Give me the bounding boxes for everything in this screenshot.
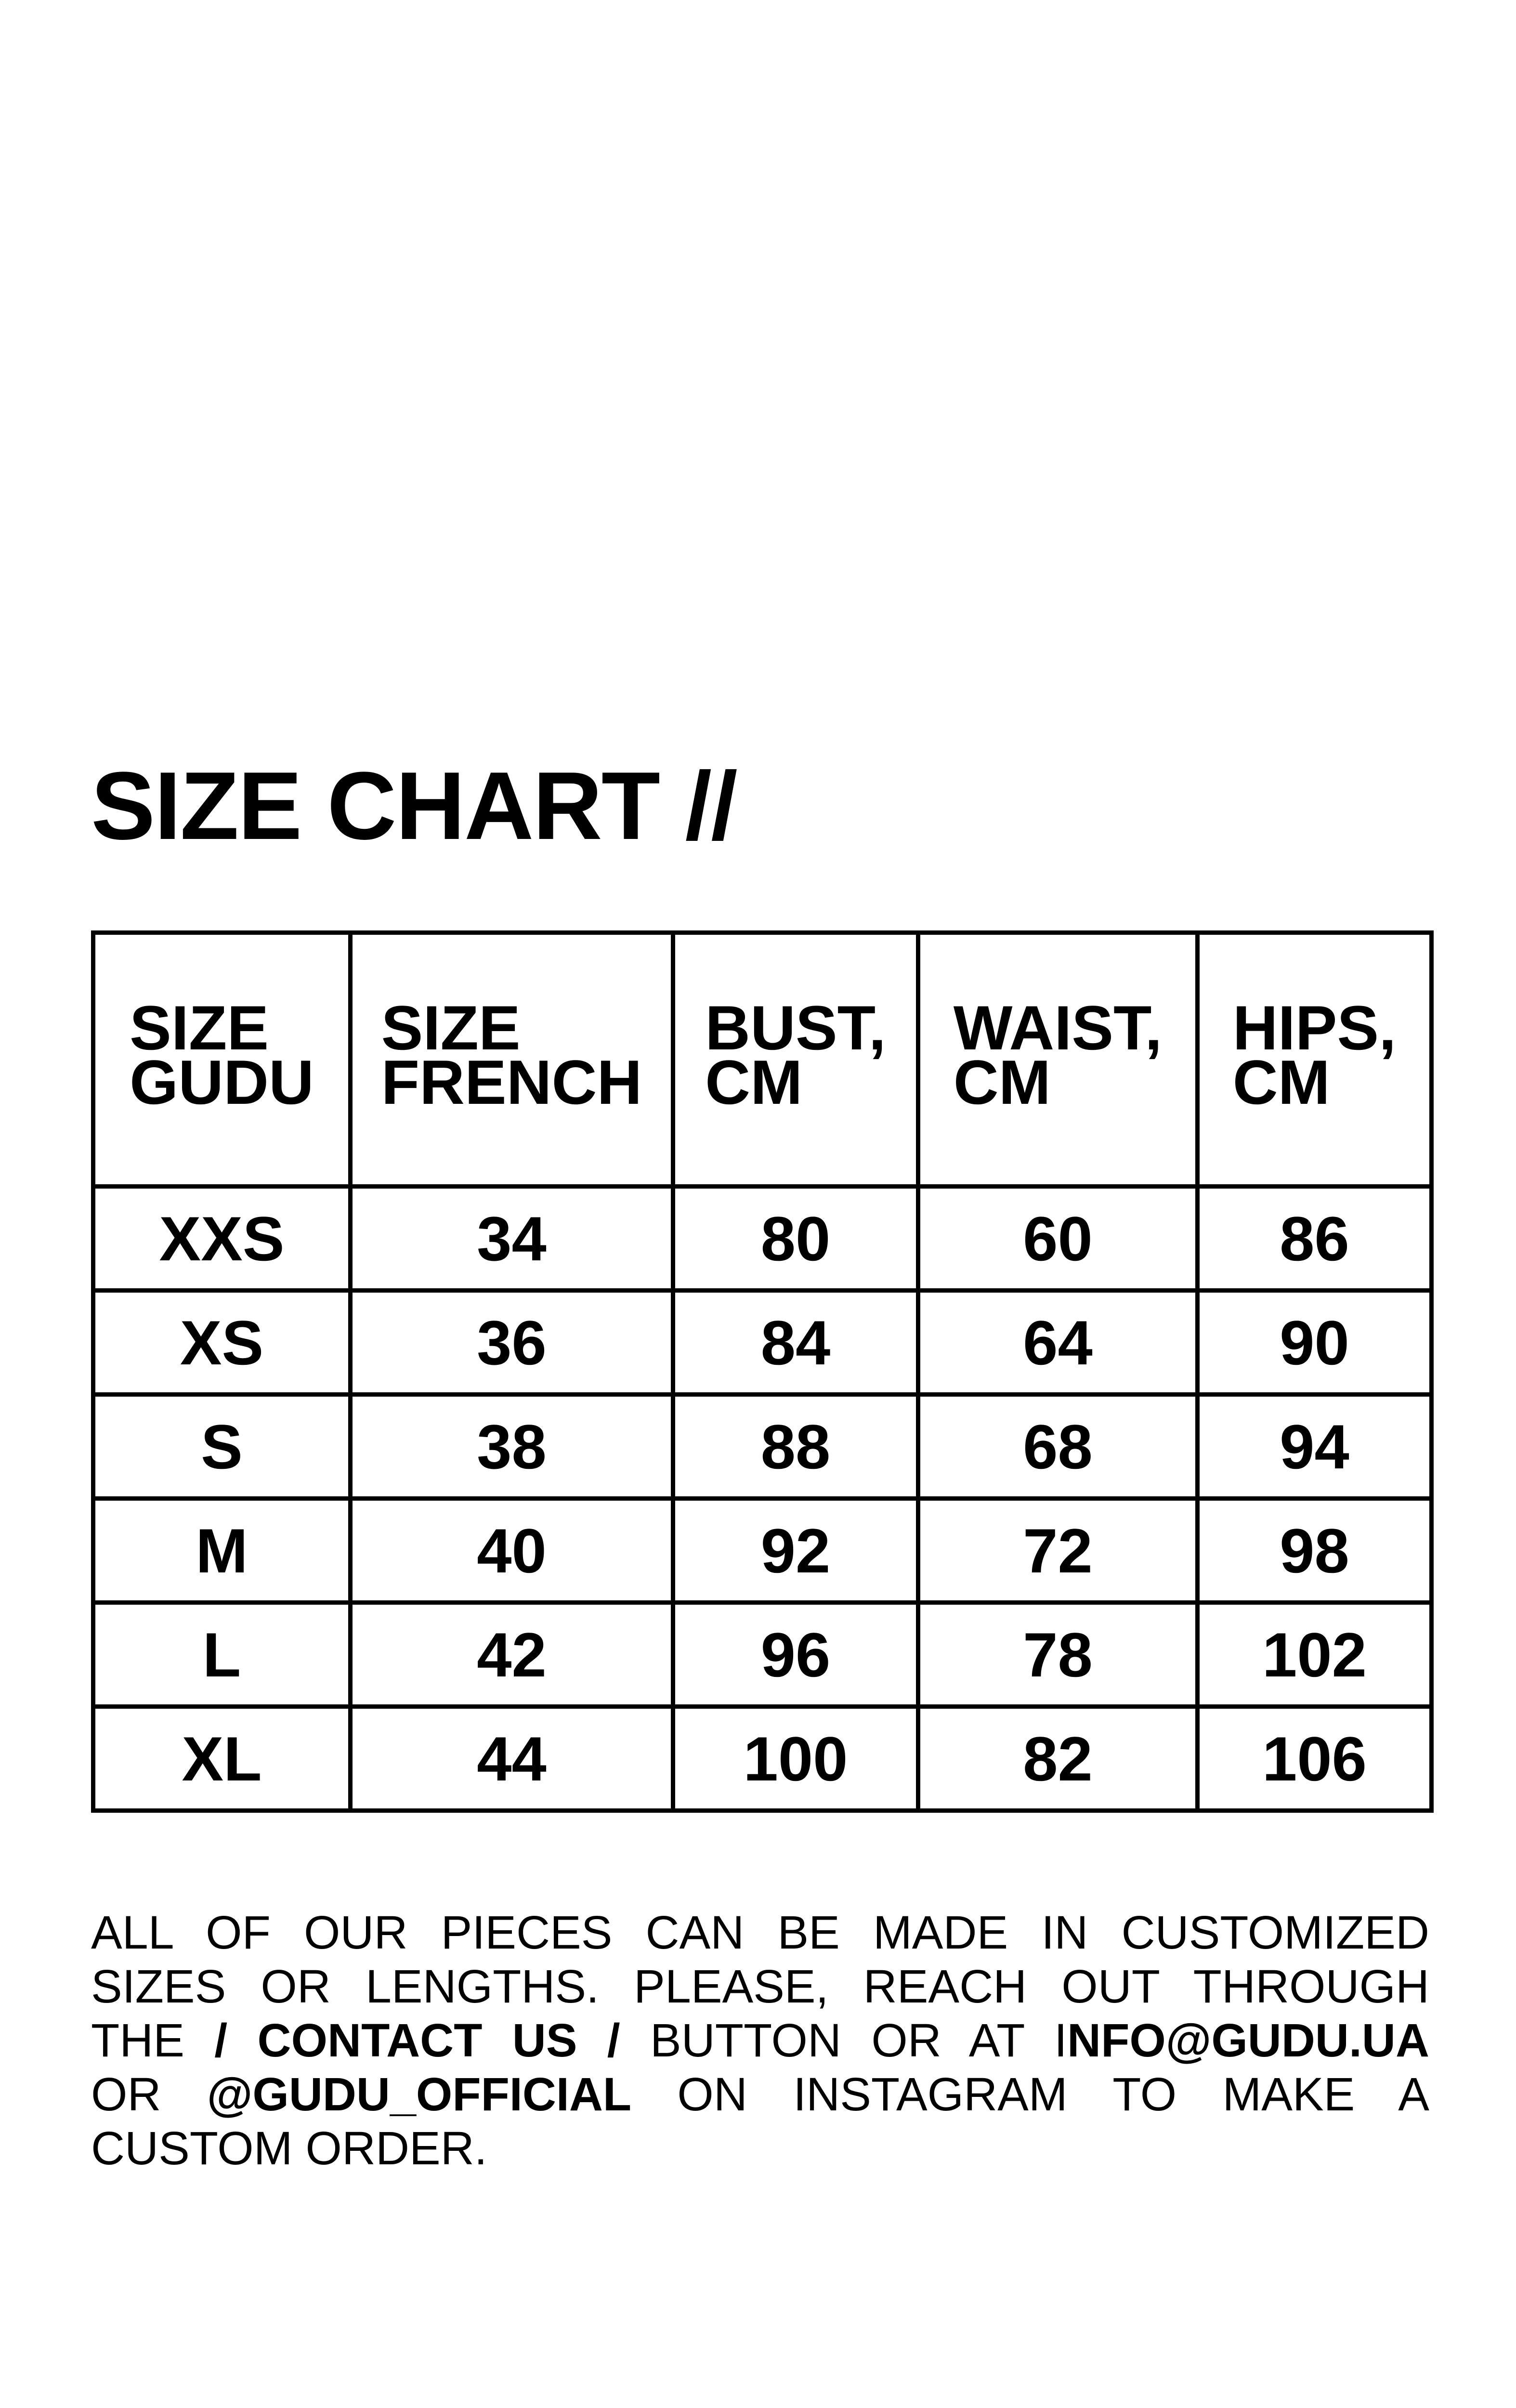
table-cell-waist_cm: 78 — [916, 1600, 1200, 1709]
table-cell-size_gudu: M — [91, 1496, 353, 1605]
table-cell-waist_cm: 72 — [916, 1496, 1200, 1605]
table-cell-hips_cm: 102 — [1195, 1600, 1434, 1709]
column-header-size-french: SIZE FRENCH — [348, 930, 675, 1189]
column-header-label: HIPS, CM — [1232, 993, 1397, 1117]
note-segment: SIZES OR LENGTHS. PLEASE, REACH OUT THRO… — [91, 1960, 1429, 2013]
table-cell-size_gudu: XL — [91, 1704, 353, 1813]
table-cell-waist_cm: 68 — [916, 1392, 1200, 1501]
note-line: SIZES OR LENGTHS. PLEASE, REACH OUT THRO… — [91, 1960, 1429, 2014]
table-cell-hips_cm: 90 — [1195, 1288, 1434, 1397]
table-row: S 38 88 68 94 — [91, 1392, 1434, 1501]
table-cell-size_gudu: XXS — [91, 1184, 353, 1293]
table-cell-hips_cm: 86 — [1195, 1184, 1434, 1293]
table-row: M 40 92 72 98 — [91, 1496, 1434, 1605]
table-row: L 42 96 78 102 — [91, 1600, 1434, 1709]
table-cell-size_french: 42 — [348, 1600, 675, 1709]
note-segment: OR — [91, 2068, 207, 2120]
column-header-label: BUST, CM — [705, 993, 886, 1117]
table-cell-size_french: 40 — [348, 1496, 675, 1605]
size-chart-table: SIZE GUDU SIZE FRENCH BUST, CM WAIST, CM… — [91, 930, 1434, 1813]
column-header-bust-cm: BUST, CM — [671, 930, 920, 1189]
note-segment: THE — [91, 2014, 215, 2067]
column-header-waist-cm: WAIST, CM — [916, 930, 1200, 1189]
table-cell-bust_cm: 92 — [671, 1496, 920, 1605]
table-cell-bust_cm: 100 — [671, 1704, 920, 1813]
note-segment: BUTTON OR AT I — [620, 2014, 1068, 2067]
table-cell-waist_cm: 64 — [916, 1288, 1200, 1397]
table-cell-bust_cm: 88 — [671, 1392, 920, 1501]
column-header-label: SIZE GUDU — [130, 993, 314, 1117]
note-segment-bold: / CONTACT US / — [214, 2014, 620, 2067]
table-cell-hips_cm: 94 — [1195, 1392, 1434, 1501]
table-cell-size_french: 38 — [348, 1392, 675, 1501]
table-cell-size_gudu: S — [91, 1392, 353, 1501]
column-header-hips-cm: HIPS, CM — [1195, 930, 1434, 1189]
note-line: THE / CONTACT US / BUTTON OR AT INFO@GUD… — [91, 2014, 1429, 2068]
size-table-body: XXS 34 80 60 86 XS 36 84 64 90 S 38 88 68 94 M 40 92 72 98 L… — [91, 1184, 1434, 1813]
note-segment-bold: NFO@GUDU.UA — [1067, 2014, 1430, 2067]
table-cell-bust_cm: 96 — [671, 1600, 920, 1709]
table-cell-size_gudu: XS — [91, 1288, 353, 1397]
table-cell-waist_cm: 82 — [916, 1704, 1200, 1813]
note-line: CUSTOM ORDER. — [91, 2121, 1429, 2175]
table-cell-waist_cm: 60 — [916, 1184, 1200, 1293]
table-cell-bust_cm: 80 — [671, 1184, 920, 1293]
table-cell-bust_cm: 84 — [671, 1288, 920, 1397]
column-header-label: SIZE FRENCH — [381, 993, 642, 1117]
note-line: ALL OF OUR PIECES CAN BE MADE IN CUSTOMI… — [91, 1906, 1429, 1960]
column-header-size-gudu: SIZE GUDU — [91, 930, 353, 1189]
table-cell-hips_cm: 106 — [1195, 1704, 1434, 1813]
table-row: XXS 34 80 60 86 — [91, 1184, 1434, 1293]
note-segment-bold: @GUDU_OFFICIAL — [207, 2068, 632, 2120]
table-row: XS 36 84 64 90 — [91, 1288, 1434, 1397]
note-line: OR @GUDU_OFFICIAL ON INSTAGRAM TO MAKE A — [91, 2068, 1429, 2121]
note-segment: CUSTOM ORDER. — [91, 2122, 487, 2174]
note-segment: ON INSTAGRAM TO MAKE A — [631, 2068, 1429, 2120]
table-cell-size_gudu: L — [91, 1600, 353, 1709]
table-cell-hips_cm: 98 — [1195, 1496, 1434, 1605]
table-cell-size_french: 36 — [348, 1288, 675, 1397]
size-table-header: SIZE GUDU SIZE FRENCH BUST, CM WAIST, CM… — [91, 930, 1434, 1189]
header-row: SIZE GUDU SIZE FRENCH BUST, CM WAIST, CM… — [91, 930, 1434, 1189]
table-row: XL 44 100 82 106 — [91, 1704, 1434, 1813]
table-cell-size_french: 34 — [348, 1184, 675, 1293]
column-header-label: WAIST, CM — [953, 993, 1163, 1117]
custom-order-note: ALL OF OUR PIECES CAN BE MADE IN CUSTOMI… — [91, 1906, 1429, 2175]
page-title: SIZE CHART // — [91, 752, 738, 860]
note-segment: ALL OF OUR PIECES CAN BE MADE IN CUSTOMI… — [91, 1906, 1429, 1959]
table-cell-size_french: 44 — [348, 1704, 675, 1813]
